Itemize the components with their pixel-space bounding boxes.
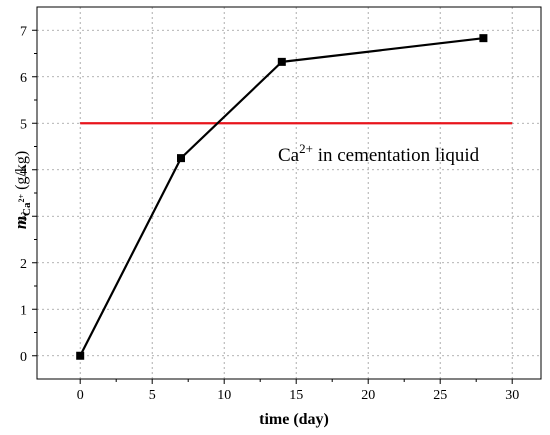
annotation-base: Ca xyxy=(278,145,300,166)
y-tick-label: 3 xyxy=(20,210,27,225)
y-tick-label: 0 xyxy=(20,350,27,365)
y-tick-label: 4 xyxy=(20,164,27,179)
data-point xyxy=(177,154,185,163)
data-point xyxy=(479,34,488,43)
series-group xyxy=(76,34,488,360)
y-tick-label: 7 xyxy=(20,24,27,39)
y-axis-label-sub-base: Ca xyxy=(21,202,33,216)
grid xyxy=(37,7,541,379)
y-tick-label: 2 xyxy=(20,257,27,272)
data-point xyxy=(76,351,85,360)
x-tick-label: 5 xyxy=(149,388,156,403)
x-axis-label: time (day) xyxy=(259,411,329,428)
data-point xyxy=(277,57,286,66)
y-tick-label: 6 xyxy=(20,71,27,86)
annotation-sup: 2+ xyxy=(299,141,313,156)
x-tick-label: 10 xyxy=(217,388,231,403)
y-axis-label: mCa2+ (g/kg) xyxy=(11,151,33,229)
y-tick-label: 5 xyxy=(20,117,27,132)
x-tick-label: 30 xyxy=(505,388,519,403)
y-axis-label-unit: (g/kg) xyxy=(13,151,30,194)
x-tick-label: 15 xyxy=(289,388,303,403)
y-axis-label-main: m xyxy=(11,216,30,229)
y-axis-label-sub-sup: 2+ xyxy=(17,193,26,202)
x-tick-label: 0 xyxy=(77,388,84,403)
y-ticks: 0 1 2 3 4 5 6 7 xyxy=(20,24,37,365)
x-ticks: 0 5 10 15 20 25 30 xyxy=(77,379,519,403)
annotation-label: Ca2+ in cementation liquid xyxy=(278,141,480,166)
x-tick-label: 25 xyxy=(433,388,447,403)
y-tick-label: 1 xyxy=(20,303,27,318)
series-line xyxy=(79,37,484,357)
x-tick-label: 20 xyxy=(361,388,375,403)
annotation-rest: in cementation liquid xyxy=(313,145,480,166)
